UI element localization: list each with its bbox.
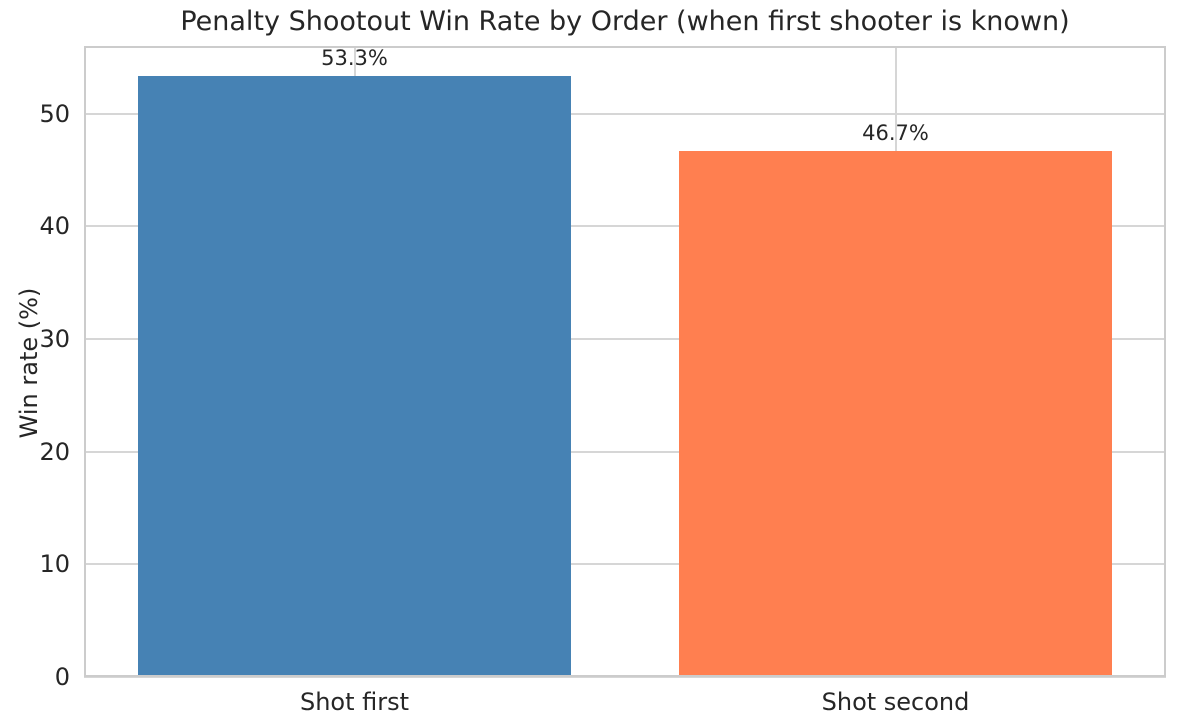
horizontal-gridline (84, 563, 1166, 566)
chart-title: Penalty Shootout Win Rate by Order (when… (180, 6, 1070, 37)
y-tick-label: 0 (54, 663, 70, 691)
plot-area: 53.3% 46.7% (84, 46, 1166, 678)
y-tick-label: 20 (39, 437, 70, 466)
horizontal-gridline (84, 676, 1166, 678)
horizontal-gridline (84, 450, 1166, 453)
bar-value-label: 53.3% (321, 46, 388, 71)
horizontal-gridline (84, 337, 1166, 340)
horizontal-gridline (84, 225, 1166, 228)
bar-shot-first (138, 76, 571, 677)
bar-shot-second (679, 150, 1112, 677)
y-tick-label: 40 (39, 212, 70, 241)
horizontal-gridline (84, 112, 1166, 115)
y-tick-label: 30 (39, 324, 70, 353)
bar-value-label: 46.7% (862, 120, 929, 145)
x-tick-label: Shot first (299, 688, 410, 716)
y-axis-label: Win rate (%) (15, 287, 43, 439)
y-tick-label: 10 (39, 550, 70, 579)
y-tick-label: 50 (39, 99, 70, 128)
x-tick-label: Shot second (821, 688, 970, 716)
